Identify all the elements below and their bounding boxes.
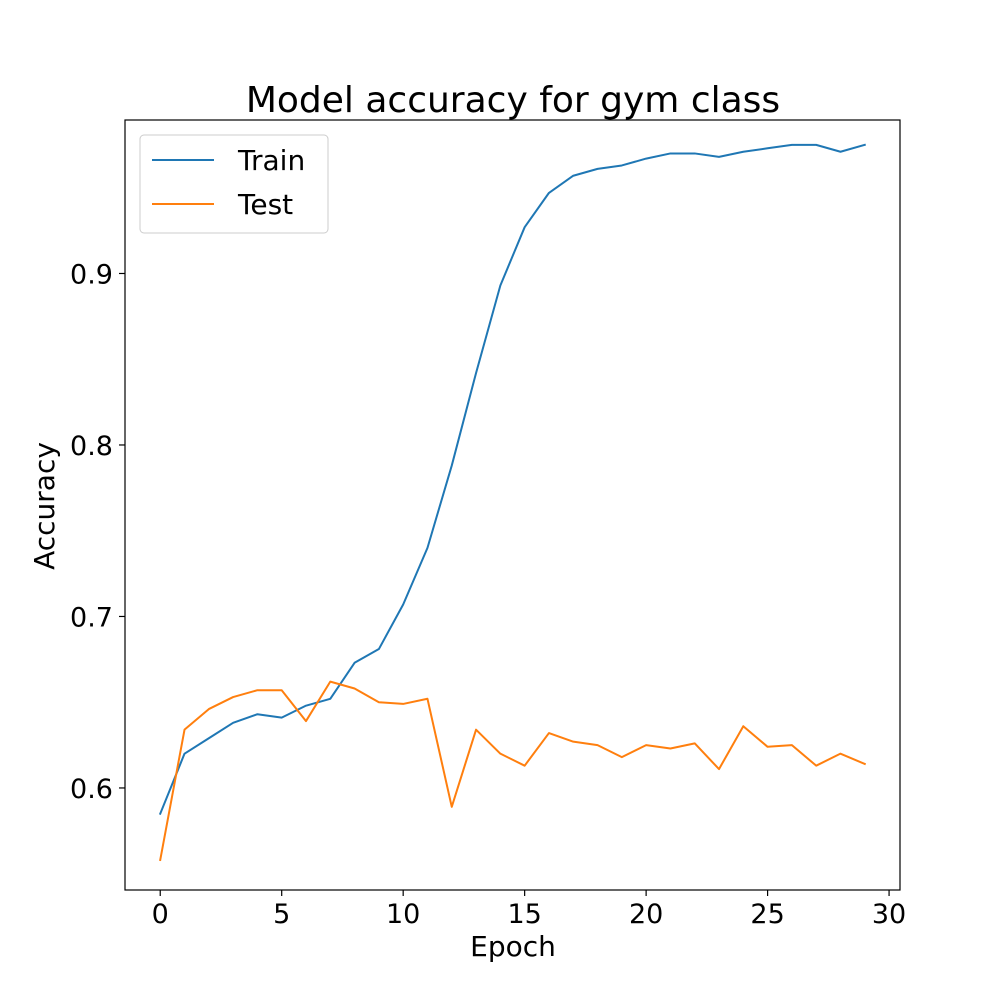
x-tick-label: 10 — [386, 899, 420, 930]
y-tick-label: 0.6 — [70, 774, 113, 805]
x-tick-label: 15 — [507, 899, 541, 930]
series-line-test — [159, 680, 867, 862]
x-tick-label: 30 — [872, 899, 906, 930]
x-axis-label: Epoch — [470, 930, 556, 963]
x-tick-label: 0 — [152, 899, 169, 930]
plot-area: 0 5 10 15 20 25 30 0.6 0.7 0.8 0.9 — [70, 119, 906, 930]
axes-frame — [124, 119, 901, 891]
legend: Train Test — [139, 134, 329, 234]
legend-label-test: Test — [237, 188, 293, 221]
y-axis-label: Accuracy — [28, 442, 61, 570]
chart-title: Model accuracy for gym class — [246, 80, 780, 121]
x-tick-label: 5 — [273, 899, 290, 930]
legend-label-train: Train — [237, 144, 305, 177]
x-tick-label: 20 — [629, 899, 663, 930]
y-tick-label: 0.9 — [70, 259, 113, 290]
x-tick-label: 25 — [750, 899, 784, 930]
series-line-train — [158, 143, 867, 815]
y-tick-label: 0.7 — [70, 602, 113, 633]
y-tick-label: 0.8 — [70, 431, 113, 462]
